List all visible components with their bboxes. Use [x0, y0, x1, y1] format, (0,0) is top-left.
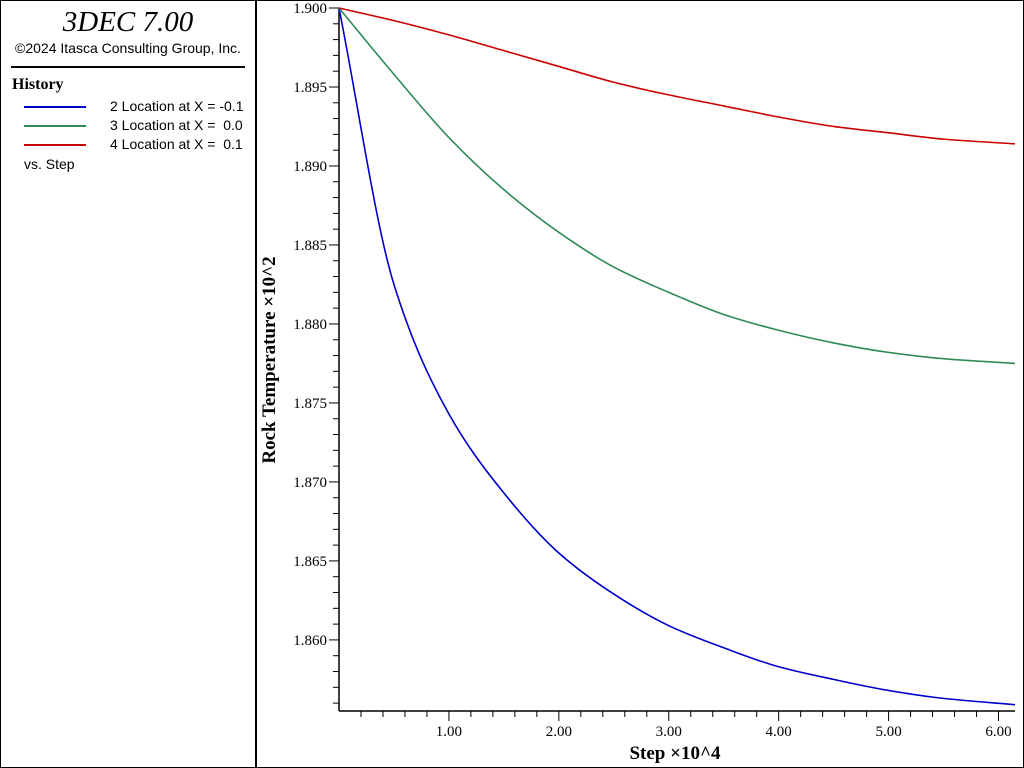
y-tick-label: 1.860 — [293, 633, 327, 649]
legend-swatch-blue — [24, 106, 86, 108]
x-tick-label: 1.00 — [436, 724, 462, 740]
y-axis-title: Rock Temperature ×10^2 — [259, 256, 280, 463]
legend-item-location-pos: 4 Location at X = 0.1 — [24, 135, 249, 154]
plot-series — [338, 7, 1016, 706]
y-tick-label: 1.870 — [293, 475, 327, 491]
x-tick-label: 3.00 — [656, 724, 682, 740]
legend-swatch-green — [24, 125, 86, 127]
axis-tick-labels: 1.860 1.865 1.870 1.875 1.880 1.885 1.890 1.895… — [293, 1, 1011, 740]
legend-vs-label: vs. Step — [24, 156, 75, 172]
y-tick-label: 1.865 — [293, 554, 327, 570]
x-axis-title: Step ×10^4 — [629, 743, 721, 764]
series-line-2 — [338, 7, 1016, 706]
legend-heading: History — [12, 76, 64, 93]
y-tick-label: 1.890 — [293, 159, 327, 175]
title-rule — [11, 66, 245, 68]
series-line-3 — [338, 7, 1016, 365]
series-line-4 — [338, 7, 1016, 145]
y-tick-label: 1.895 — [293, 80, 327, 96]
plot-axes — [338, 8, 1015, 712]
y-tick-label: 1.875 — [293, 396, 327, 412]
copyright-text: ©2024 Itasca Consulting Group, Inc. — [15, 40, 241, 56]
x-tick-label: 5.00 — [875, 724, 901, 740]
y-tick-label: 1.900 — [293, 1, 327, 17]
legend-label: 2 Location at X = -0.1 — [110, 98, 244, 114]
legend-swatch-red — [24, 144, 86, 146]
legend-label: 4 Location at X = 0.1 — [110, 136, 243, 152]
x-tick-label: 4.00 — [766, 724, 792, 740]
panel-divider — [255, 0, 257, 768]
y-tick-label: 1.885 — [293, 238, 327, 254]
legend-item-location-zero: 3 Location at X = 0.0 — [24, 116, 249, 135]
legend-item-location-neg: 2 Location at X = -0.1 — [24, 97, 249, 116]
legend-label: 3 Location at X = 0.0 — [110, 117, 243, 133]
axis-ticks — [329, 7, 1000, 721]
x-tick-label: 2.00 — [546, 724, 572, 740]
app-title: 3DEC 7.00 — [62, 6, 194, 38]
x-tick-label: 6.00 — [985, 724, 1011, 740]
y-tick-label: 1.880 — [293, 317, 327, 333]
